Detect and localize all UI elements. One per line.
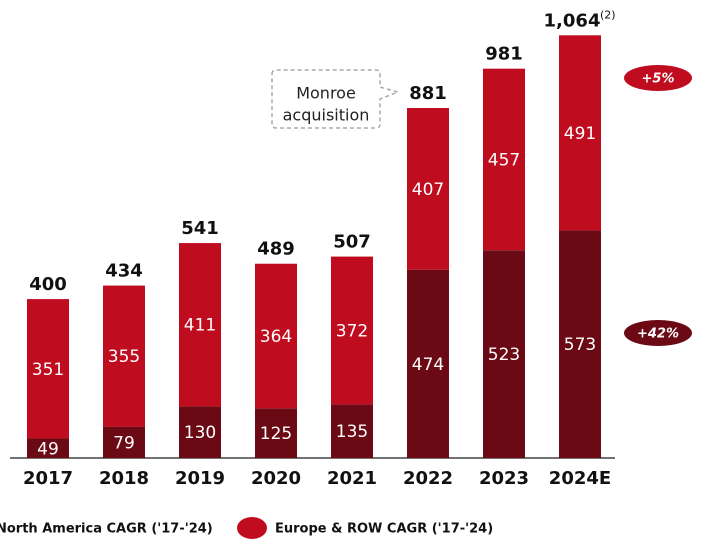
segment-label: 411 [184, 316, 216, 336]
total-label: 489 [257, 239, 295, 260]
badge [624, 320, 692, 346]
bar-segment [27, 438, 69, 458]
total-label: 881 [409, 83, 447, 104]
segment-label: 364 [260, 327, 292, 347]
bar-segment [27, 299, 69, 439]
bar-segment [407, 108, 449, 270]
x-tick-label: 2023 [479, 468, 529, 489]
total-label: 400 [29, 274, 67, 295]
segment-label: 79 [113, 433, 135, 453]
badge-text: +5% [642, 72, 675, 87]
total-label: 541 [181, 218, 219, 239]
segment-label: 457 [488, 150, 520, 170]
bar-segment [179, 406, 221, 458]
legend-swatch [237, 517, 267, 539]
segment-label: 573 [564, 335, 596, 355]
bar-segment [255, 263, 297, 409]
segment-label: 355 [108, 347, 140, 367]
x-tick-label: 2017 [23, 468, 73, 489]
x-tick-label: 2020 [251, 468, 301, 489]
segment-label: 351 [32, 360, 64, 380]
legend-label: Europe & ROW CAGR ('17-'24) [275, 522, 493, 537]
callout-box [271, 69, 401, 129]
total-label: 981 [485, 43, 523, 64]
total-label: 507 [333, 232, 371, 253]
total-label: 434 [105, 261, 143, 282]
bar-segment [331, 404, 373, 458]
x-tick-label: 2024E [549, 468, 611, 489]
total-label: 1,064 [544, 10, 601, 31]
bar-segment [407, 269, 449, 458]
x-tick-label: 2021 [327, 468, 377, 489]
badge-text: +42% [637, 327, 679, 342]
bar-segment [255, 408, 297, 458]
callout-text: acquisition [283, 106, 370, 125]
callout: Monroe acquisition [271, 69, 401, 129]
bar-segment [483, 68, 525, 251]
bar-segment [179, 243, 221, 407]
bar-segment [103, 285, 145, 427]
segment-label: 130 [184, 423, 216, 443]
segment-label: 49 [37, 439, 59, 459]
bar-segment [559, 230, 601, 458]
bar-segment [103, 426, 145, 458]
segment-label: 372 [336, 321, 368, 341]
segment-label: 523 [488, 345, 520, 365]
segment-label: 125 [260, 424, 292, 444]
bar-segment [331, 256, 373, 405]
bar-segment [559, 35, 601, 231]
legend-label: North America CAGR ('17-'24) [0, 522, 213, 537]
segment-label: 135 [336, 422, 368, 442]
x-tick-label: 2018 [99, 468, 149, 489]
x-tick-label: 2019 [175, 468, 225, 489]
bar-segment [483, 250, 525, 458]
segment-label: 407 [412, 180, 444, 200]
segment-label: 491 [564, 124, 596, 144]
badge [624, 65, 692, 91]
segment-label: 474 [412, 355, 444, 375]
footnote: (2) [600, 8, 616, 21]
x-tick-label: 2022 [403, 468, 453, 489]
callout-text: Monroe [296, 84, 356, 103]
